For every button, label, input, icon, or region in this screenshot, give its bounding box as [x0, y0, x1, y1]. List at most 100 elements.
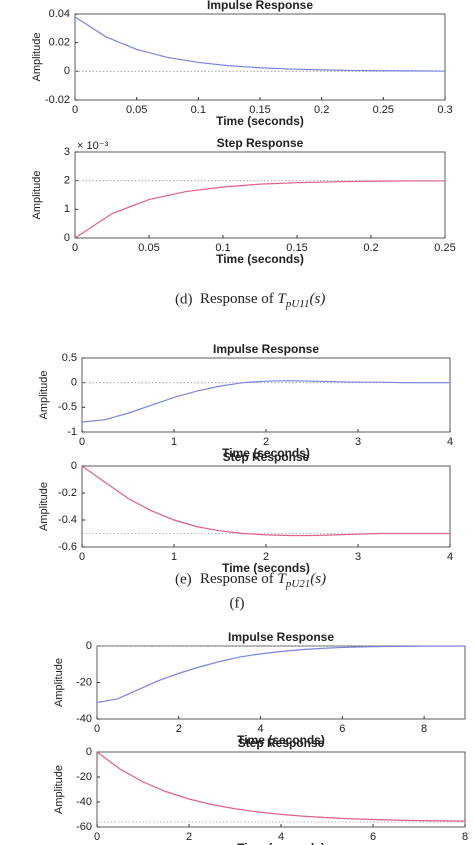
y-tick-label: -1 [67, 426, 77, 438]
x-tick-label: 0.05 [138, 242, 159, 254]
y-axis-label: Amplitude [38, 371, 50, 420]
plot-area [74, 151, 446, 239]
y-tick-label: -0.2 [58, 487, 77, 499]
caption-symbol: T [278, 291, 288, 307]
y-tick-label: -0.02 [45, 94, 70, 106]
caption-label: (f) [230, 595, 245, 611]
y-axis-label: Amplitude [31, 171, 43, 220]
line [81, 380, 450, 423]
y-tick-label: 0 [64, 65, 70, 77]
x-tick-label: 4 [278, 831, 284, 843]
caption: Response of TpU21(s) [200, 571, 326, 589]
x-tick-label: 0.25 [434, 242, 455, 254]
x-tick-label: 4 [447, 551, 453, 563]
x-axis-label: Time (seconds) [237, 733, 325, 747]
y-tick-label: -20 [76, 676, 92, 688]
x-tick-label: 2 [186, 831, 192, 843]
y-tick-label: 0 [71, 460, 77, 472]
caption: Response of TpU11(s) [200, 291, 325, 309]
x-tick-label: 0.05 [126, 104, 147, 116]
y-tick-label: -0.4 [58, 514, 77, 526]
x-tick-label: 3 [355, 436, 361, 448]
caption-text: Response of [200, 571, 274, 587]
y-tick-label: 2 [64, 175, 70, 187]
y-tick-label: -40 [76, 713, 92, 725]
line [81, 465, 450, 537]
plot-area [96, 645, 466, 720]
x-tick-label: 0.1 [215, 242, 230, 254]
y-tick-label: 0 [64, 232, 70, 244]
line [74, 16, 446, 72]
y-tick-label: 0 [71, 377, 77, 389]
x-tick-label: 1 [171, 551, 177, 563]
caption-arg: (s) [309, 291, 325, 307]
caption-arg: (s) [310, 571, 326, 587]
caption-sub: pU21 [285, 578, 310, 590]
plot-area [81, 357, 451, 433]
y-multiplier: × 10⁻³ [77, 140, 109, 152]
x-tick-label: 3 [355, 551, 361, 563]
plot-area [74, 13, 446, 101]
y-tick-label: 0.04 [49, 8, 70, 20]
line [96, 645, 466, 704]
y-tick-label: 1 [64, 203, 70, 215]
x-axis-label: Time (seconds) [216, 252, 304, 266]
chart-title: Impulse Response [207, 0, 313, 12]
y-tick-label: 0 [86, 746, 92, 758]
y-tick-label: -40 [76, 796, 92, 808]
y-axis-label: Amplitude [53, 658, 65, 707]
x-tick-label: 0 [79, 436, 85, 448]
x-tick-label: 2 [176, 723, 182, 735]
x-tick-label: 8 [421, 723, 427, 735]
x-tick-label: 0.25 [373, 104, 394, 116]
chart-title: Step Response [238, 736, 325, 750]
x-tick-label: 1 [171, 436, 177, 448]
x-tick-label: 2 [263, 551, 269, 563]
x-tick-label: 0 [94, 723, 100, 735]
x-axis-label: Time (seconds) [222, 446, 310, 460]
caption-sub: pU11 [285, 298, 310, 310]
y-axis-label: Amplitude [38, 482, 50, 531]
chart-title: Impulse Response [228, 630, 334, 644]
x-tick-label: 6 [339, 723, 345, 735]
chart-title: Step Response [217, 136, 304, 150]
y-tick-label: 0 [86, 640, 92, 652]
x-axis-label: Time (seconds) [222, 561, 310, 575]
y-tick-label: 0.02 [49, 37, 70, 49]
caption-symbol: T [278, 571, 288, 587]
y-tick-label: -0.5 [58, 401, 77, 413]
line [96, 751, 466, 822]
chart-title: Step Response [223, 450, 310, 464]
x-tick-label: 0 [79, 551, 85, 563]
x-tick-label: 6 [370, 831, 376, 843]
y-tick-label: -20 [76, 771, 92, 783]
x-tick-label: 0.15 [249, 104, 270, 116]
caption-label: (d) [175, 291, 193, 307]
chart-title: Impulse Response [213, 342, 319, 356]
x-tick-label: 8 [462, 831, 468, 843]
y-axis-label: Amplitude [53, 765, 65, 814]
y-axis-label: Amplitude [31, 33, 43, 82]
line [74, 180, 445, 239]
x-tick-label: 0 [72, 104, 78, 116]
x-tick-label: 0.1 [191, 104, 206, 116]
x-tick-label: 0 [94, 831, 100, 843]
x-tick-label: 0.2 [314, 104, 329, 116]
x-tick-label: 0.3 [437, 104, 452, 116]
y-tick-label: -60 [76, 821, 92, 833]
y-tick-label: 0.5 [62, 352, 77, 364]
x-tick-label: 4 [257, 723, 263, 735]
y-tick-label: -0.6 [58, 541, 77, 553]
x-tick-label: 2 [263, 436, 269, 448]
x-tick-label: 0.2 [363, 242, 378, 254]
x-tick-label: 0.15 [286, 242, 307, 254]
plot-area [96, 751, 466, 828]
x-tick-label: 0 [72, 242, 78, 254]
caption-label: (e) [175, 571, 192, 587]
x-axis-label: Time (seconds) [216, 114, 304, 128]
x-axis-label: Time (seconds) [237, 841, 325, 845]
x-tick-label: 4 [447, 436, 453, 448]
caption-text: Response of [200, 291, 274, 307]
y-tick-label: 3 [64, 146, 70, 158]
